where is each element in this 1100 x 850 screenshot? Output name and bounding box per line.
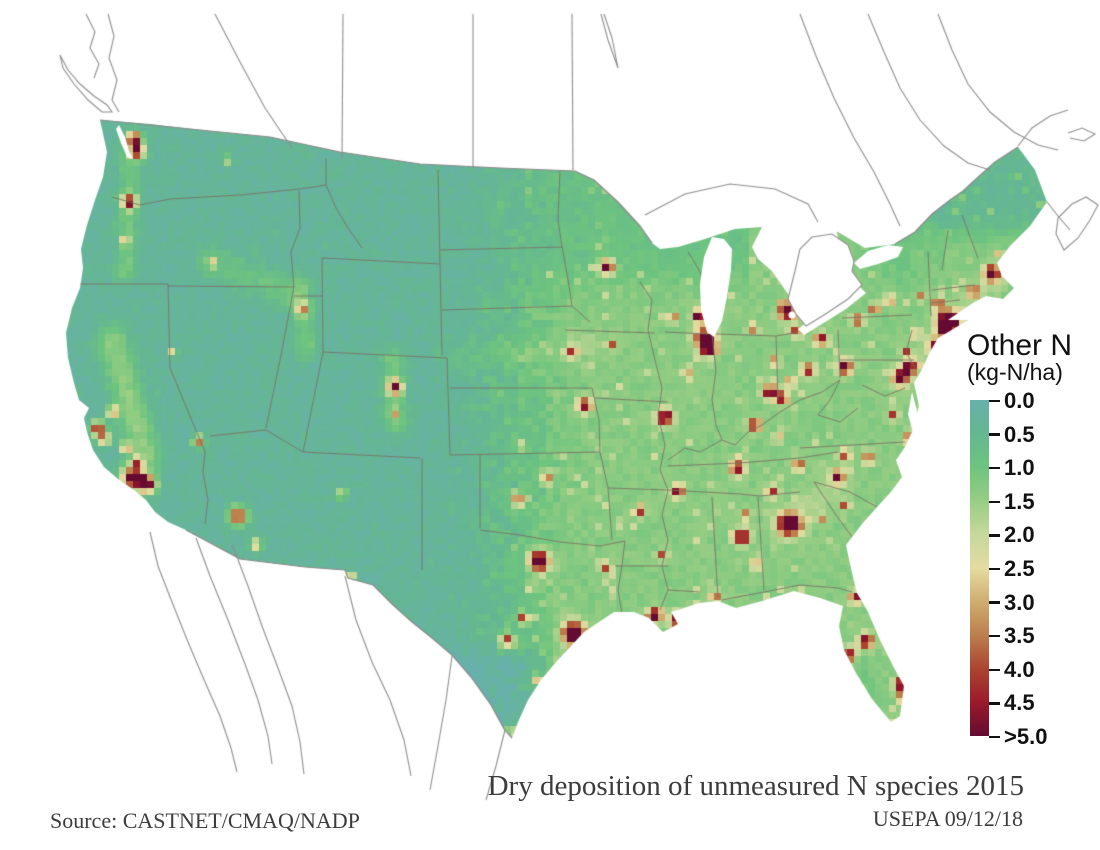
source-note: Source: CASTNET/CMAQ/NADP (50, 808, 360, 833)
tick-dash-icon (989, 399, 1000, 403)
legend-tick: 3.0 (989, 590, 1035, 616)
tick-label: 0.0 (1004, 388, 1035, 413)
legend-tick: 1.5 (989, 489, 1035, 515)
tick-dash-icon (989, 567, 1000, 571)
tick-label: 4.0 (1004, 656, 1035, 682)
tick-dash-icon (989, 500, 1000, 504)
tick-label: 3.5 (1004, 623, 1035, 649)
legend-title: Other N (967, 329, 1073, 362)
tick-dash-icon (989, 433, 1000, 436)
legend-tick: 0.5 (989, 422, 1035, 448)
legend-tick: 2.0 (989, 522, 1035, 548)
tick-label: >5.0 (1004, 724, 1048, 749)
tick-dash-icon (989, 735, 1000, 739)
tick-label: 2.0 (1004, 522, 1035, 548)
tick-dash-icon (989, 466, 1000, 470)
tick-label: 2.5 (1004, 556, 1035, 581)
tick-dash-icon (989, 534, 1000, 537)
legend-units: (kg-N/ha) (967, 359, 1063, 385)
legend-ticks: 0.0 0.5 1.0 1.5 2.0 2.5 3.0 3.5 4.0 4.5 >5.0 (989, 0, 1089, 850)
legend-tick: 2.5 (989, 556, 1035, 582)
tick-label: 4.5 (1004, 690, 1035, 716)
legend-tick: 1.0 (989, 455, 1035, 481)
tick-dash-icon (989, 634, 1000, 638)
legend-tick: 4.5 (989, 690, 1035, 716)
agency-credit: USEPA 09/12/18 (872, 806, 1023, 831)
tick-label: 3.0 (1004, 589, 1035, 615)
legend-tick: >5.0 (989, 724, 1047, 750)
legend-colorbar (970, 400, 989, 736)
tick-label: 1.5 (1004, 488, 1035, 514)
legend-tick: 3.5 (989, 623, 1035, 649)
map-caption: Dry deposition of unmeasured N species 2… (487, 770, 1024, 802)
tick-dash-icon (989, 601, 1000, 604)
legend-tick: 4.0 (989, 657, 1035, 683)
tick-label: 0.5 (1004, 421, 1035, 447)
tick-label: 1.0 (1004, 455, 1035, 481)
legend-tick: 0.0 (989, 388, 1035, 414)
tick-dash-icon (989, 668, 1000, 672)
tick-dash-icon (989, 702, 1000, 705)
